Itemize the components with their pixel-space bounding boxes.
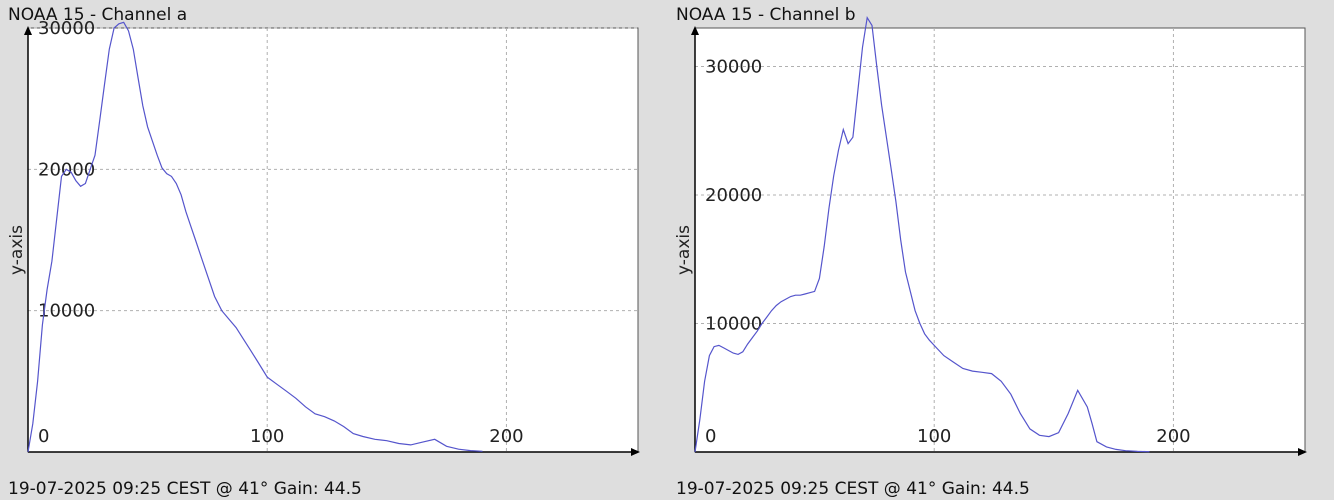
chart-2-x-tick-label-1: 100 <box>917 426 951 447</box>
chart-1-plot-area <box>27 27 639 453</box>
chart-1-series-line-0 <box>27 21 483 453</box>
chart-1-x-tick-label-2: 200 <box>489 426 523 447</box>
chart-2-y-tick-label-1: 20000 <box>705 185 762 206</box>
chart-1-y-axis-arrow <box>24 26 32 35</box>
chart-2-y-tick-label-0: 10000 <box>705 314 762 335</box>
chart-2-y-axis-arrow <box>691 26 699 35</box>
chart-2-footer: 19-07-2025 09:25 CEST @ 41° Gain: 44.5 <box>676 479 1030 499</box>
chart-2-plot-area <box>694 27 1306 453</box>
chart-1-title: NOAA 15 - Channel a <box>8 5 187 25</box>
chart-2-series-line-0 <box>694 16 1150 453</box>
chart-1-x-axis-arrow <box>631 448 640 456</box>
chart-2: NOAA 15 - Channel b 10000 20000 30000 0 100 20… <box>674 5 1307 499</box>
chart-1-y-tick-label-0: 10000 <box>38 301 95 322</box>
chart-1-x-tick-label-1: 100 <box>250 426 284 447</box>
chart-2-x-axis-arrow <box>1298 448 1307 456</box>
chart-2-y-tick-label-2: 30000 <box>705 57 762 78</box>
chart-2-x-tick-label-0: 0 <box>705 426 716 447</box>
chart-1-x-tick-label-0: 0 <box>38 426 49 447</box>
chart-2-title: NOAA 15 - Channel b <box>676 5 856 25</box>
chart-1-y-axis-label: y-axis <box>7 225 27 275</box>
chart-1-y-tick-label-2: 30000 <box>38 18 95 39</box>
chart-2-x-tick-label-2: 200 <box>1156 426 1190 447</box>
chart-2-y-axis-label: y-axis <box>674 225 694 275</box>
chart-1-footer: 19-07-2025 09:25 CEST @ 41° Gain: 44.5 <box>8 479 362 499</box>
